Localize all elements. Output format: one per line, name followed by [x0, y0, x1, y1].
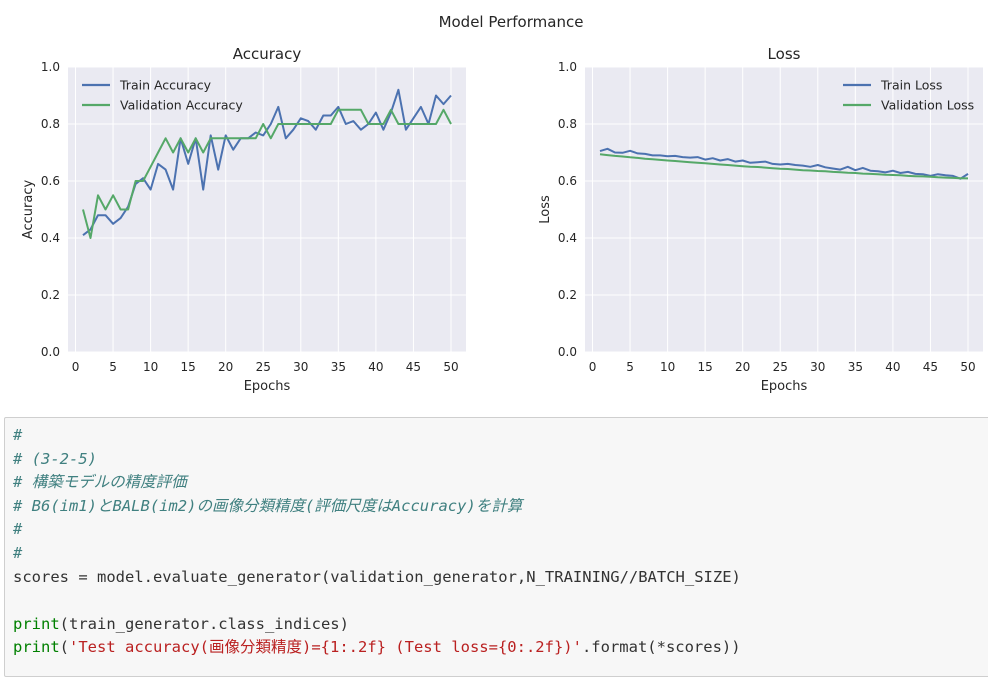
code-text: (	[59, 638, 70, 657]
code-line: #	[13, 518, 988, 542]
x-tick-label: 45	[923, 360, 938, 374]
figure-suptitle: Model Performance	[439, 13, 584, 31]
code-comment: #	[13, 520, 23, 539]
y-tick-label: 1.0	[41, 60, 60, 74]
code-comment: # B6(im1)とBALB(im2)の画像分類精度(評価尺度はAccuracy…	[13, 496, 523, 515]
code-line: # 構築モデルの精度評価	[13, 471, 988, 495]
code-line: #	[13, 542, 988, 566]
code-line: #	[13, 424, 988, 448]
code-comment: # (3-2-5)	[13, 449, 97, 468]
x-tick-label: 35	[848, 360, 863, 374]
plot-area	[585, 67, 983, 352]
x-tick-label: 50	[960, 360, 975, 374]
x-tick-label: 0	[589, 360, 597, 374]
code-builtin: print	[13, 614, 60, 633]
code-line: print(train_generator.class_indices)	[13, 613, 988, 637]
series-line-train-loss	[599, 147, 969, 180]
x-tick-label: 40	[368, 360, 383, 374]
y-tick-label: 0.4	[558, 231, 577, 245]
x-tick-label: 30	[293, 360, 308, 374]
chart-title: Loss	[768, 45, 801, 63]
x-axis-label: Epochs	[244, 379, 291, 394]
x-tick-label: 0	[72, 360, 80, 374]
code-comment: #	[13, 543, 23, 562]
legend-label: Train Accuracy	[119, 78, 212, 93]
x-tick-label: 15	[698, 360, 713, 374]
y-tick-label: 0.0	[41, 345, 60, 359]
plot-area	[68, 67, 466, 352]
x-tick-label: 40	[885, 360, 900, 374]
x-tick-label: 5	[626, 360, 634, 374]
code-line: scores = model.evaluate_generator(valida…	[13, 566, 988, 590]
code-comment: # 構築モデルの精度評価	[13, 473, 187, 492]
code-cell[interactable]: # # (3-2-5) # 構築モデルの精度評価 # B6(im1)とBALB(im2…	[4, 417, 988, 677]
y-tick-label: 0.4	[41, 231, 60, 245]
x-tick-label: 5	[109, 360, 117, 374]
accuracy-chart: 0.0 0.2 0.4 0.6 0.8 1.0 0 5 10 15 20 25 30 35 40 45 50 Ac…	[21, 45, 466, 394]
series-line-validation-loss	[599, 153, 969, 180]
legend-label: Train Loss	[880, 78, 942, 93]
legend-label: Validation Loss	[881, 98, 974, 113]
x-tick-label: 30	[810, 360, 825, 374]
code-line: print('Test accuracy(画像分類精度)={1:.2f} (Te…	[13, 636, 988, 660]
x-axis-label: Epochs	[761, 379, 808, 394]
code-line: # (3-2-5)	[13, 448, 988, 472]
code-line: # B6(im1)とBALB(im2)の画像分類精度(評価尺度はAccuracy…	[13, 495, 988, 519]
x-tick-label: 20	[735, 360, 750, 374]
y-tick-label: 0.0	[558, 345, 577, 359]
y-tick-label: 0.2	[558, 288, 577, 302]
code-editor[interactable]: # # (3-2-5) # 構築モデルの精度評価 # B6(im1)とBALB(im2…	[13, 424, 988, 660]
series-line-validation-accuracy	[82, 108, 452, 239]
chart-title: Accuracy	[233, 45, 302, 63]
y-tick-label: 0.8	[558, 117, 577, 131]
y-tick-label: 1.0	[558, 60, 577, 74]
code-string: 'Test accuracy(画像分類精度)={1:.2f} (Test los…	[69, 638, 582, 657]
code-builtin: print	[13, 638, 60, 657]
y-tick-label: 0.6	[41, 174, 60, 188]
code-comment: #	[13, 426, 23, 444]
x-tick-label: 50	[443, 360, 458, 374]
legend-item: Validation Accuracy	[82, 98, 243, 113]
x-tick-label: 10	[143, 360, 158, 374]
legend-item: Train Loss	[843, 78, 942, 93]
figure-canvas: Model Performance 0.0 0.2 0.4 0.6 0.8 1.0 0 5 10…	[21, 13, 983, 394]
legend-item: Validation Loss	[843, 98, 974, 113]
code-line	[13, 589, 988, 613]
x-tick-label: 10	[660, 360, 675, 374]
x-tick-label: 25	[256, 360, 271, 374]
y-tick-label: 0.2	[41, 288, 60, 302]
legend-label: Validation Accuracy	[120, 98, 243, 113]
x-tick-label: 25	[773, 360, 788, 374]
y-tick-label: 0.6	[558, 174, 577, 188]
loss-chart: 0.0 0.2 0.4 0.6 0.8 1.0 0 5 10 15 20 25 30 35 40 45 50 Lo…	[538, 45, 983, 394]
code-text: .format(*scores))	[581, 638, 741, 657]
y-axis-label: Loss	[538, 195, 553, 224]
y-tick-label: 0.8	[41, 117, 60, 131]
model-performance-figure: Model Performance 0.0 0.2 0.4 0.6 0.8 1.0 0 5 10…	[21, 13, 983, 394]
legend-item: Train Accuracy	[82, 78, 212, 93]
code-text: scores = model.evaluate_generator(valida…	[13, 567, 741, 586]
x-tick-label: 45	[406, 360, 421, 374]
x-tick-label: 15	[181, 360, 196, 374]
x-tick-label: 20	[218, 360, 233, 374]
x-tick-label: 35	[331, 360, 346, 374]
code-text: (train_generator.class_indices)	[59, 614, 349, 633]
y-axis-label: Accuracy	[21, 180, 36, 240]
